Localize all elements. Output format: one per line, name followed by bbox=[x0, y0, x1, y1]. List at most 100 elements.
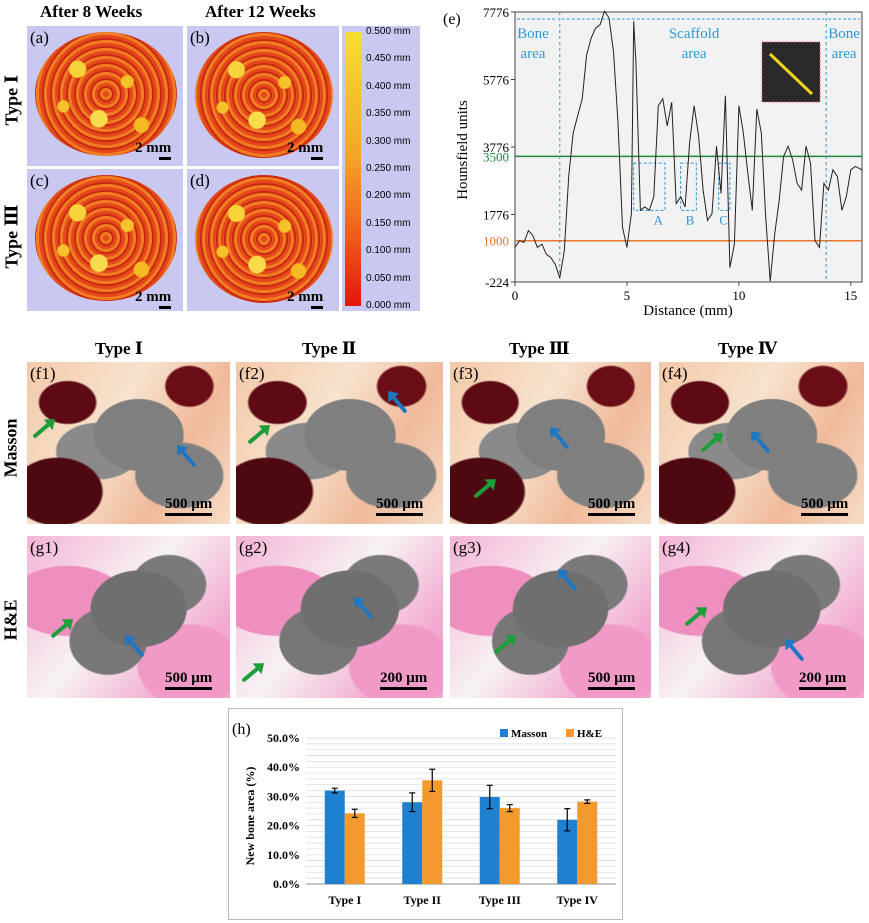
region-box bbox=[718, 162, 731, 211]
colorbar-tick-label: 0.100 mm bbox=[366, 245, 411, 257]
panel-a: (a) 2 mm bbox=[27, 26, 183, 166]
new-bone-arrow bbox=[32, 421, 52, 439]
row-label-masson: Masson bbox=[0, 418, 21, 478]
ytick-label: 10.0% bbox=[267, 848, 300, 862]
bar bbox=[479, 796, 500, 884]
xlabel-e: Distance (mm) bbox=[643, 303, 733, 319]
panel-label-g3: (g3) bbox=[453, 538, 482, 557]
scaffold-arrow bbox=[787, 642, 805, 662]
colorbar-tick-label: 0.450 mm bbox=[366, 53, 411, 65]
scaffold-arrow bbox=[390, 394, 408, 414]
scale-bar-f3: 500 μm bbox=[588, 496, 636, 516]
region-box-label: A bbox=[654, 212, 664, 227]
scaffold-arrow bbox=[560, 572, 578, 592]
scale-bar-g4: 200 μm bbox=[799, 670, 847, 690]
panel-g4: (g4) 200 μm bbox=[659, 536, 864, 698]
new-bone-arrow bbox=[247, 427, 267, 445]
new-bone-arrow bbox=[493, 637, 513, 655]
header-after-12-weeks: After 12 Weeks bbox=[205, 2, 316, 21]
panel-label-e: (e) bbox=[443, 11, 461, 28]
hist-header-type-2: Type Ⅱ bbox=[302, 339, 357, 358]
scale-bar-g3: 500 μm bbox=[588, 670, 636, 690]
scaffold-arrow bbox=[127, 638, 145, 658]
panel-label-c: (c) bbox=[30, 171, 49, 190]
hu-profile-line bbox=[514, 10, 863, 282]
new-bone-arrow bbox=[473, 481, 493, 499]
threshold-label: 3500 bbox=[483, 149, 509, 164]
scale-bar-f4: 500 μm bbox=[801, 496, 849, 516]
scaffold-arrow bbox=[753, 434, 771, 454]
panel-f1: (f1) 500 μm bbox=[27, 362, 230, 524]
scaffold-heatmap-d bbox=[195, 175, 333, 303]
scaffold-heatmap-b bbox=[195, 32, 333, 158]
panel-label-g4: (g4) bbox=[662, 538, 691, 557]
region-box-label: B bbox=[686, 212, 695, 227]
hu-profile-chart: (e) 3500 1000 A B C -224 1776 3776 5776 7776 0 5… bbox=[443, 5, 863, 319]
bar bbox=[324, 790, 345, 884]
scale-bar-b: 2 mm bbox=[287, 140, 324, 160]
new-bone-area-chart: (h) 0.0% 10.0% 20.0% 30.0% 40.0% 50.0% Type I… bbox=[228, 708, 623, 920]
header-after-8-weeks: After 8 Weeks bbox=[40, 2, 143, 21]
xtick-label: Type II bbox=[404, 893, 442, 907]
scale-bar-f2: 500 μm bbox=[376, 496, 424, 516]
region-label: Bone bbox=[517, 26, 549, 42]
colorbar-tick-label: 0.150 mm bbox=[366, 217, 411, 229]
ytick-label: 1776 bbox=[483, 208, 510, 223]
panel-g1: (g1) 500 μm bbox=[27, 536, 230, 698]
ytick-label: 7776 bbox=[483, 5, 510, 20]
scale-bar-g2: 200 μm bbox=[380, 670, 428, 690]
scale-bar-a: 2 mm bbox=[135, 140, 172, 160]
scaffold-arrow bbox=[356, 600, 374, 620]
panel-label-g2: (g2) bbox=[239, 538, 268, 557]
colorbar-tick-label: 0.350 mm bbox=[366, 108, 411, 120]
scale-bar-f1: 500 μm bbox=[165, 496, 213, 516]
panel-label-b: (b) bbox=[190, 28, 210, 47]
xtick-label: 10 bbox=[732, 288, 745, 303]
scaffold-heatmap-a bbox=[35, 32, 177, 156]
ytick-label: 40.0% bbox=[267, 760, 300, 774]
region-label: Scaffold bbox=[669, 26, 720, 42]
scale-bar-c: 2 mm bbox=[135, 289, 172, 309]
region-label: area bbox=[832, 46, 857, 62]
xtick-label: 15 bbox=[844, 288, 857, 303]
panel-c: (c) 2 mm bbox=[27, 169, 183, 311]
panel-g3: (g3) 500 μm bbox=[450, 536, 651, 698]
region-label: area bbox=[682, 46, 707, 62]
colorbar-tick-label: 0.400 mm bbox=[366, 80, 411, 92]
xtick-label: 5 bbox=[624, 288, 631, 303]
colorbar-tick-label: 0.200 mm bbox=[366, 190, 411, 202]
hist-header-type-4: Type Ⅳ bbox=[718, 339, 778, 358]
ylabel-e: Hounsfield units bbox=[455, 100, 471, 200]
panel-label-g1: (g1) bbox=[30, 538, 59, 557]
colorbar-tick-label: 0.500 mm bbox=[366, 26, 411, 37]
hist-header-type-3: Type Ⅲ bbox=[509, 339, 570, 358]
new-bone-arrow bbox=[700, 435, 720, 453]
xtick-label: Type IV bbox=[557, 893, 599, 907]
xtick-label: Type I bbox=[328, 893, 361, 907]
region-label: Bone bbox=[828, 26, 860, 42]
colorbar-gradient bbox=[345, 32, 361, 306]
new-bone-arrow bbox=[684, 609, 704, 627]
row-label-he: H&E bbox=[0, 599, 21, 641]
bar bbox=[499, 808, 520, 884]
hist-header-type-1: Type Ⅰ bbox=[95, 339, 143, 358]
scaffold-heatmap-c bbox=[35, 175, 177, 301]
ytick-label: 5776 bbox=[483, 73, 510, 88]
region-box-label: C bbox=[719, 212, 728, 227]
panel-g2: (g2) 200 μm bbox=[236, 536, 443, 698]
bar bbox=[344, 813, 365, 884]
panel-label-f4: (f4) bbox=[662, 364, 688, 383]
scale-bar-d: 2 mm bbox=[287, 289, 324, 309]
panel-d: (d) 2 mm bbox=[187, 169, 339, 311]
row-label-type-3: Type Ⅲ bbox=[1, 204, 22, 269]
panel-label-f3: (f3) bbox=[453, 364, 479, 383]
ytick-label: 50.0% bbox=[267, 731, 300, 745]
panel-b: (b) 2 mm bbox=[187, 26, 339, 166]
legend-swatch bbox=[500, 729, 508, 737]
scaffold-arrow bbox=[552, 430, 570, 450]
xtick-label: Type III bbox=[479, 893, 521, 907]
colorbar-tick-label: 0.050 mm bbox=[366, 272, 411, 284]
ylabel-h: New bone area (%) bbox=[243, 767, 257, 866]
threshold-label: 1000 bbox=[483, 234, 509, 249]
panel-f3: (f3) 500 μm bbox=[450, 362, 651, 524]
